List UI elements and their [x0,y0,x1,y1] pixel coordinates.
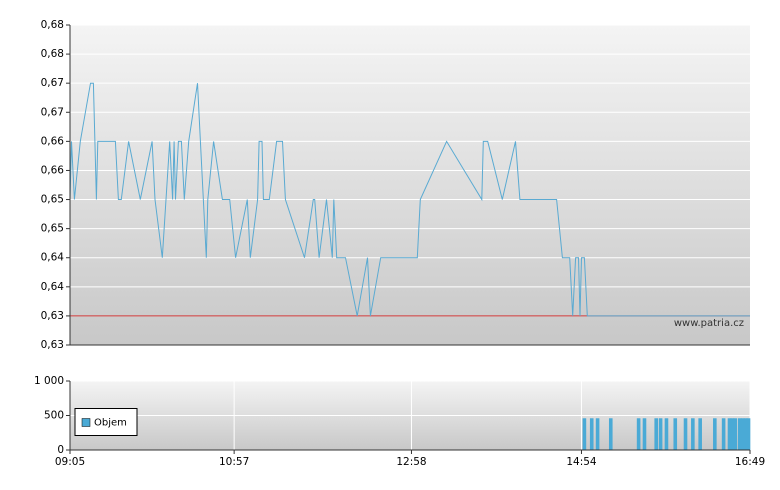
x-tick-label: 09:05 [55,456,85,468]
y-tick-label: 0,66 [41,164,65,176]
x-tick-label: 14:54 [566,456,597,468]
volume-bar [658,418,663,450]
volume-bar [743,418,748,450]
volume-bar [636,418,641,450]
volume-bar [737,418,742,450]
volume-bar [673,418,678,450]
volume-bar [698,418,702,450]
y-tick-label: 0,68 [41,48,64,60]
watermark: www.patria.cz [674,318,744,329]
y-tick-label: 1 000 [34,375,64,387]
legend-swatch [81,418,91,427]
legend: Objem [74,408,138,436]
volume-bar [595,418,600,450]
x-tick-label: 12:58 [396,456,426,468]
volume-bar [582,418,587,450]
volume-bar [608,418,613,450]
volume-bar [733,418,738,450]
y-tick-label: 0,66 [41,135,65,147]
y-tick-label: 0,63 [41,310,64,322]
y-tick-label: 0,67 [41,77,64,89]
y-tick-label: 0,64 [41,252,65,264]
volume-bar [642,418,647,450]
volume-bar [727,418,732,450]
y-tick-label: 0,67 [41,106,64,118]
y-tick-label: 0 [57,444,64,456]
volume-bar [721,418,726,450]
volume-bar [691,418,695,450]
volume-bar [746,418,751,450]
volume-bar [654,418,659,450]
y-tick-label: 0,65 [41,223,64,235]
volume-bar [683,418,688,450]
legend-label: Objem [94,418,127,429]
y-tick-label: 0,65 [41,194,64,206]
volume-bar [740,418,745,450]
x-tick-label: 10:57 [219,456,249,468]
y-tick-label: 0,68 [41,19,64,31]
y-tick-label: 500 [44,410,64,422]
x-tick-label: 16:49 [735,456,765,468]
y-tick-label: 0,64 [41,281,65,293]
volume-bar [730,418,735,450]
y-tick-label: 0,63 [41,339,64,351]
volume-bar [664,418,669,450]
volume-bar [713,418,717,450]
volume-bar [589,418,594,450]
price-line [69,82,750,317]
